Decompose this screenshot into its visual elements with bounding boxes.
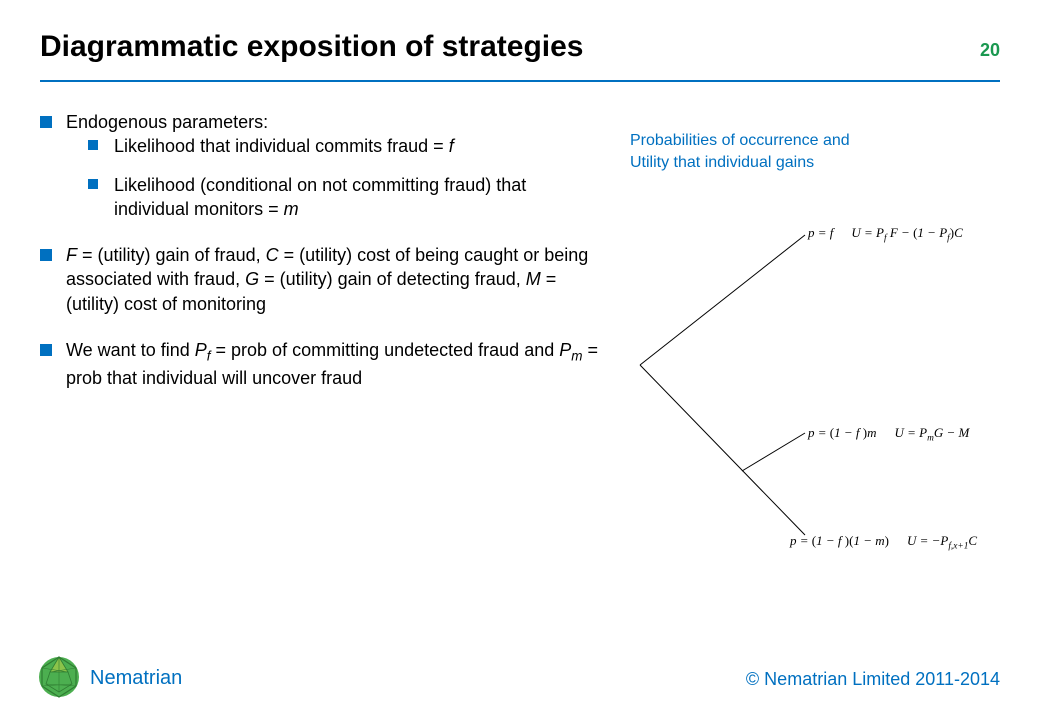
slide: Diagrammatic exposition of strategies 20… [0,0,1040,720]
bullet-item: F = (utility) gain of fraud, C = (utilit… [40,243,600,316]
bullet-item: We want to find Pf = prob of committing … [40,338,600,390]
formula-branch-top: p = fU = Pf F − (1 − Pf)C [808,225,963,244]
bullet-text: Endogenous parameters: [66,112,268,132]
formula-branch-bottom: p = (1 − f )(1 − m)U = −Pf,x+1C [790,533,977,552]
brand-name: Nematrian [90,667,182,690]
bullet-text: F = (utility) gain of fraud, C = (utilit… [66,245,588,314]
slide-footer: Nematrian © Nematrian Limited 2011-2014 [0,650,1040,700]
sub-bullet-text: Likelihood (conditional on not committin… [114,175,526,219]
diagram-region: Probabilities of occurrence and Utility … [630,130,1010,565]
header-rule [40,80,1000,82]
sub-bullet-text: Likelihood that individual commits fraud… [114,136,454,156]
sub-bullet-list: Likelihood that individual commits fraud… [66,134,600,221]
copyright-text: © Nematrian Limited 2011-2014 [746,669,1000,690]
formula-branch-mid: p = (1 − f )mU = PmG − M [808,425,969,444]
brand-logo-icon [38,656,80,698]
diagram-title-line1: Probabilities of occurrence and [630,132,850,149]
bullet-item: Endogenous parameters: Likelihood that i… [40,110,600,221]
bullet-list: Endogenous parameters: Likelihood that i… [40,110,600,390]
sub-bullet-item: Likelihood (conditional on not committin… [88,173,600,222]
decision-tree-diagram: p = fU = Pf F − (1 − Pf)C p = (1 − f )mU… [630,185,1010,565]
slide-header: Diagrammatic exposition of strategies 20 [40,30,1000,64]
bullet-text: We want to find Pf = prob of committing … [66,340,598,388]
slide-body: Endogenous parameters: Likelihood that i… [40,110,600,412]
page-number: 20 [980,40,1000,61]
diagram-title-line2: Utility that individual gains [630,154,814,171]
slide-title: Diagrammatic exposition of strategies [40,30,1000,64]
diagram-title: Probabilities of occurrence and Utility … [630,130,1010,175]
sub-bullet-item: Likelihood that individual commits fraud… [88,134,600,158]
